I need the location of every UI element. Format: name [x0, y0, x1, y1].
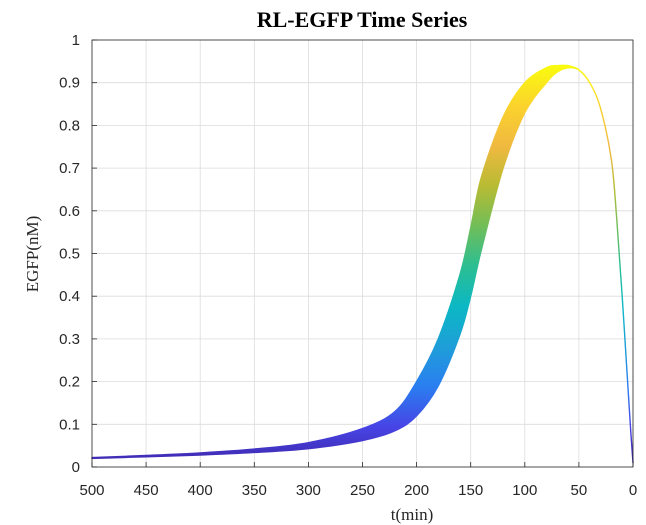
grid [91, 39, 634, 468]
y-tick-label: 0.5 [59, 246, 80, 263]
x-tick-label: 100 [512, 482, 537, 499]
x-tick-label: 200 [404, 482, 429, 499]
y-tick-label: 0.2 [59, 374, 80, 391]
x-tick-label: 150 [458, 482, 483, 499]
x-axis: 500 450 400 350 300 250 200 150 100 50 0 [79, 462, 637, 499]
y-tick-label: 0 [72, 459, 80, 476]
x-tick-label: 500 [79, 482, 104, 499]
chart-title: RL-EGFP Time Series [257, 7, 468, 32]
y-tick-label: 0.4 [59, 288, 80, 305]
y-tick-label: 0.1 [59, 416, 80, 433]
y-axis: 0 0.1 0.2 0.3 0.4 0.5 0.6 0.7 0.8 0.9 1 [59, 32, 97, 476]
y-axis-label: EGFP(nM) [23, 216, 42, 293]
y-tick-label: 0.3 [59, 331, 80, 348]
y-tick-label: 0.8 [59, 117, 80, 134]
y-tick-label: 0.9 [59, 75, 80, 92]
x-tick-label: 250 [350, 482, 375, 499]
x-tick-label: 50 [571, 482, 588, 499]
x-axis-label: t(min) [391, 505, 434, 524]
x-tick-label: 450 [134, 482, 159, 499]
x-tick-label: 350 [242, 482, 267, 499]
y-tick-label: 1 [72, 32, 80, 49]
x-tick-label: 400 [188, 482, 213, 499]
x-tick-label: 300 [296, 482, 321, 499]
x-tick-label: 0 [629, 482, 637, 499]
y-tick-label: 0.7 [59, 160, 80, 177]
y-tick-label: 0.6 [59, 203, 80, 220]
